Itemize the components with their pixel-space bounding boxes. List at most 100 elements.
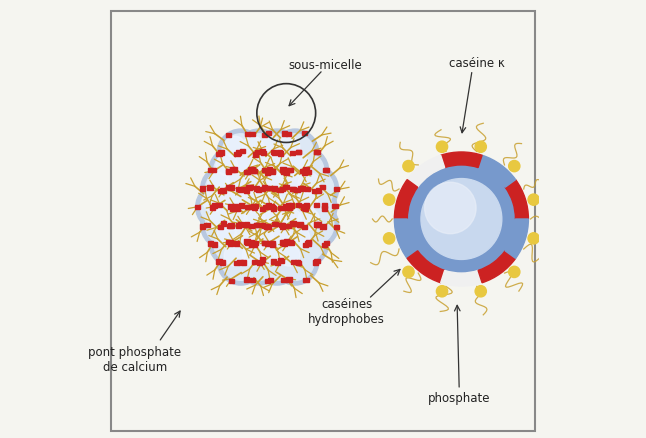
Wedge shape	[407, 155, 444, 187]
Wedge shape	[394, 219, 418, 258]
Circle shape	[217, 237, 265, 285]
FancyBboxPatch shape	[247, 185, 253, 189]
FancyBboxPatch shape	[268, 241, 273, 245]
Circle shape	[226, 208, 247, 230]
Circle shape	[291, 201, 339, 249]
FancyBboxPatch shape	[210, 205, 215, 210]
FancyBboxPatch shape	[262, 168, 267, 172]
FancyBboxPatch shape	[111, 11, 535, 431]
FancyBboxPatch shape	[229, 279, 234, 283]
Wedge shape	[394, 180, 418, 219]
FancyBboxPatch shape	[264, 186, 269, 190]
FancyBboxPatch shape	[254, 223, 259, 227]
Circle shape	[294, 188, 332, 226]
Circle shape	[250, 224, 288, 262]
Circle shape	[258, 242, 296, 280]
FancyBboxPatch shape	[236, 187, 242, 191]
Circle shape	[278, 170, 316, 208]
Circle shape	[242, 206, 280, 244]
FancyBboxPatch shape	[230, 206, 235, 211]
FancyBboxPatch shape	[249, 132, 255, 136]
Circle shape	[232, 152, 270, 190]
FancyBboxPatch shape	[218, 189, 224, 193]
FancyBboxPatch shape	[245, 132, 250, 136]
FancyBboxPatch shape	[208, 241, 213, 246]
Circle shape	[260, 191, 282, 212]
FancyBboxPatch shape	[260, 149, 266, 154]
Circle shape	[278, 245, 300, 266]
Circle shape	[253, 237, 301, 285]
Circle shape	[253, 129, 301, 177]
FancyBboxPatch shape	[216, 259, 222, 264]
Circle shape	[276, 188, 314, 226]
Circle shape	[217, 183, 265, 231]
Circle shape	[271, 183, 319, 231]
Circle shape	[244, 172, 266, 194]
FancyBboxPatch shape	[256, 188, 261, 192]
FancyBboxPatch shape	[262, 133, 267, 137]
FancyBboxPatch shape	[286, 168, 291, 172]
FancyBboxPatch shape	[251, 204, 256, 208]
FancyBboxPatch shape	[242, 187, 247, 191]
FancyBboxPatch shape	[233, 204, 238, 208]
FancyBboxPatch shape	[284, 204, 289, 208]
FancyBboxPatch shape	[284, 206, 289, 210]
FancyBboxPatch shape	[295, 260, 300, 265]
FancyBboxPatch shape	[267, 167, 272, 171]
FancyBboxPatch shape	[282, 170, 287, 174]
FancyBboxPatch shape	[280, 225, 285, 229]
Circle shape	[281, 147, 329, 195]
FancyBboxPatch shape	[288, 241, 293, 245]
FancyBboxPatch shape	[253, 260, 258, 264]
FancyBboxPatch shape	[288, 240, 293, 244]
FancyBboxPatch shape	[302, 131, 307, 135]
FancyBboxPatch shape	[205, 223, 210, 227]
FancyBboxPatch shape	[320, 185, 325, 189]
FancyBboxPatch shape	[283, 168, 288, 173]
FancyBboxPatch shape	[266, 170, 271, 174]
FancyBboxPatch shape	[230, 167, 235, 172]
FancyBboxPatch shape	[200, 224, 205, 229]
FancyBboxPatch shape	[324, 241, 329, 245]
FancyBboxPatch shape	[244, 170, 249, 174]
Circle shape	[216, 226, 237, 248]
Circle shape	[214, 224, 252, 262]
FancyBboxPatch shape	[278, 258, 284, 262]
Circle shape	[250, 152, 288, 190]
FancyBboxPatch shape	[278, 151, 284, 155]
FancyBboxPatch shape	[216, 203, 222, 207]
FancyBboxPatch shape	[313, 223, 318, 226]
Circle shape	[273, 165, 320, 213]
FancyBboxPatch shape	[311, 188, 317, 193]
Circle shape	[224, 206, 262, 244]
FancyBboxPatch shape	[322, 206, 328, 211]
FancyBboxPatch shape	[306, 240, 311, 244]
FancyBboxPatch shape	[298, 222, 303, 226]
FancyBboxPatch shape	[212, 203, 217, 208]
Circle shape	[235, 183, 283, 231]
FancyBboxPatch shape	[195, 205, 200, 209]
FancyBboxPatch shape	[245, 205, 251, 209]
FancyBboxPatch shape	[316, 188, 321, 193]
Circle shape	[276, 134, 314, 172]
Circle shape	[242, 170, 280, 208]
FancyBboxPatch shape	[316, 223, 321, 226]
FancyBboxPatch shape	[267, 278, 273, 282]
FancyBboxPatch shape	[266, 225, 271, 229]
FancyBboxPatch shape	[270, 241, 275, 246]
FancyBboxPatch shape	[272, 222, 278, 226]
Circle shape	[384, 194, 395, 205]
FancyBboxPatch shape	[282, 241, 287, 246]
FancyBboxPatch shape	[286, 203, 291, 208]
FancyBboxPatch shape	[264, 205, 269, 209]
Circle shape	[235, 237, 283, 285]
FancyBboxPatch shape	[273, 222, 278, 226]
FancyBboxPatch shape	[253, 241, 258, 245]
Circle shape	[273, 201, 320, 249]
FancyBboxPatch shape	[218, 150, 224, 155]
Circle shape	[408, 165, 516, 273]
FancyBboxPatch shape	[313, 261, 318, 265]
Circle shape	[271, 237, 319, 285]
FancyBboxPatch shape	[236, 223, 242, 228]
FancyBboxPatch shape	[296, 203, 302, 208]
